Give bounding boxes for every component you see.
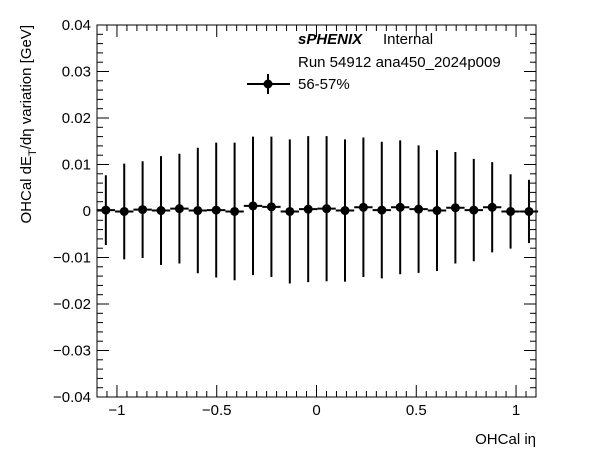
data-point	[483, 162, 502, 253]
run-info-label: Run 54912 ana450_2024p009	[298, 54, 501, 71]
point-marker	[174, 204, 184, 214]
data-point	[409, 145, 428, 273]
data-points	[96, 136, 539, 284]
data-point	[151, 156, 171, 265]
point-marker	[266, 202, 276, 212]
axis-tick-labels: −1 −0.5 0 0.5 1 −0.04 −0.03 −0.02 −0.01 0 0.01 0.02…	[53, 17, 520, 419]
point-marker	[340, 206, 350, 216]
point-marker	[358, 202, 368, 212]
data-point	[188, 147, 207, 274]
point-marker	[322, 204, 332, 214]
point-marker	[248, 201, 258, 211]
y-axis-title: OHCal dET/dη variation [GeV]	[18, 25, 39, 224]
data-point	[372, 141, 391, 279]
experiment-label: sPHENIX	[298, 31, 363, 48]
y-tick-label: −0.01	[53, 250, 91, 267]
point-marker	[506, 206, 516, 216]
y-tick-label: −0.03	[53, 343, 91, 360]
y-axis-title-rest: /dη variation [GeV]	[18, 25, 35, 149]
point-marker	[211, 205, 221, 215]
point-marker	[138, 205, 148, 215]
data-point	[335, 139, 355, 282]
point-marker	[450, 203, 460, 213]
point-marker	[524, 206, 534, 216]
y-axis-title-subscript: T	[27, 149, 39, 156]
point-marker	[395, 202, 405, 212]
legend: 56-57%	[247, 74, 350, 94]
data-point	[115, 163, 134, 260]
data-point	[391, 140, 410, 275]
legend-marker	[263, 79, 273, 89]
y-tick-label: 0.02	[62, 110, 91, 127]
point-marker	[285, 206, 295, 216]
data-point	[446, 151, 465, 264]
point-marker	[303, 204, 313, 214]
point-marker	[377, 205, 387, 215]
x-tick-label: 0.5	[406, 402, 427, 419]
data-point	[354, 137, 373, 278]
y-tick-label: 0.03	[62, 64, 91, 81]
point-marker	[119, 206, 129, 216]
x-tick-label: −1	[108, 402, 125, 419]
y-tick-label: −0.02	[53, 296, 91, 313]
point-marker	[101, 205, 111, 215]
data-point	[519, 179, 539, 244]
legend-entry-label: 56-57%	[298, 76, 350, 93]
point-marker	[469, 205, 479, 215]
x-tick-label: −0.5	[202, 402, 232, 419]
point-marker	[487, 202, 497, 212]
x-tick-label: 0	[312, 402, 320, 419]
point-marker	[432, 206, 442, 216]
point-marker	[193, 206, 203, 216]
y-tick-label: 0.04	[62, 17, 91, 34]
point-marker	[414, 204, 424, 214]
data-point	[243, 136, 263, 276]
data-point	[299, 136, 318, 283]
data-point	[280, 139, 299, 284]
data-point	[464, 158, 483, 262]
data-point	[262, 136, 281, 278]
point-marker	[156, 206, 166, 216]
data-point	[317, 136, 336, 282]
y-tick-label: 0.01	[62, 157, 91, 174]
data-point	[501, 174, 520, 249]
axis-ticks	[96, 24, 537, 398]
x-tick-label: 1	[512, 402, 520, 419]
data-point	[225, 142, 244, 281]
data-point	[133, 161, 152, 258]
y-tick-label: 0	[83, 203, 91, 220]
data-point	[207, 142, 226, 278]
data-point	[427, 150, 447, 271]
status-label: Internal	[383, 31, 433, 48]
x-axis-title: OHCal iη	[475, 431, 536, 448]
data-point	[96, 175, 116, 245]
data-point	[170, 153, 189, 264]
y-tick-label: −0.04	[53, 389, 91, 406]
point-marker	[230, 206, 240, 216]
y-axis-title-main: OHCal dE	[18, 156, 35, 224]
